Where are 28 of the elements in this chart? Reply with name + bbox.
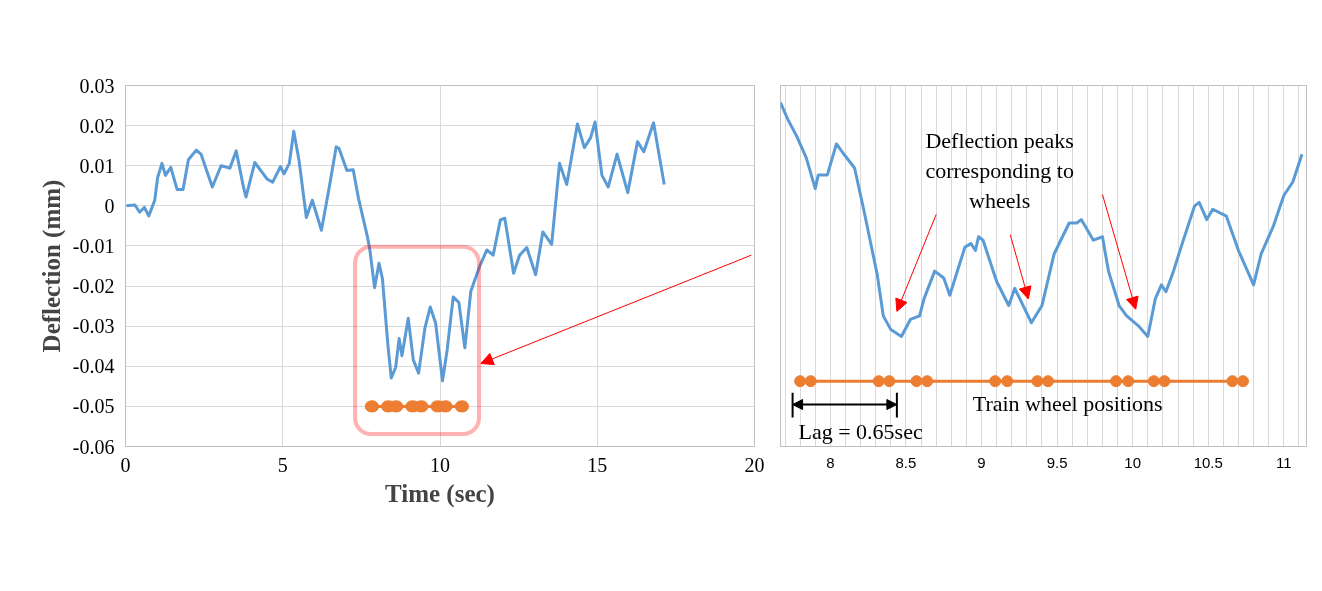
annotation: Deflection peaks corresponding to wheels xyxy=(925,128,1074,214)
y-tick-label: 0.02 xyxy=(79,114,115,137)
x-axis-title: Time (sec) xyxy=(385,479,495,508)
x-tick-label: 8.5 xyxy=(895,453,917,471)
y-tick-label: -0.01 xyxy=(72,234,115,257)
x-tick-label: 9 xyxy=(977,453,986,471)
x-tick-label: 15 xyxy=(587,453,608,476)
x-tick-label: 10 xyxy=(430,453,450,476)
y-tick-label: 0.03 xyxy=(79,74,115,97)
y-tick-label: 0.01 xyxy=(79,154,115,177)
annotation: Lag = 0.65sec xyxy=(798,418,923,444)
x-tick-label: 5 xyxy=(277,453,288,476)
y-tick-label: -0.02 xyxy=(72,275,115,298)
x-tick-label: 9.5 xyxy=(1046,453,1068,471)
x-tick-label: 10 xyxy=(1124,453,1142,471)
annotation: Train wheel positions xyxy=(972,390,1163,416)
y-axis-title: Deflection (mm) xyxy=(37,179,66,353)
x-tick-label: 11 xyxy=(1276,453,1292,471)
x-tick-label: 8 xyxy=(826,453,835,471)
y-tick-label: -0.04 xyxy=(72,355,115,378)
y-tick-label: -0.06 xyxy=(72,435,115,458)
y-tick-label: -0.03 xyxy=(72,315,115,338)
line-series xyxy=(125,120,666,383)
x-tick-label: 20 xyxy=(744,453,765,476)
y-tick-label: 0 xyxy=(104,194,115,217)
x-tick-label: 10.5 xyxy=(1193,453,1223,471)
x-tick-label: 0 xyxy=(120,453,131,476)
y-tick-label: -0.05 xyxy=(72,395,115,418)
